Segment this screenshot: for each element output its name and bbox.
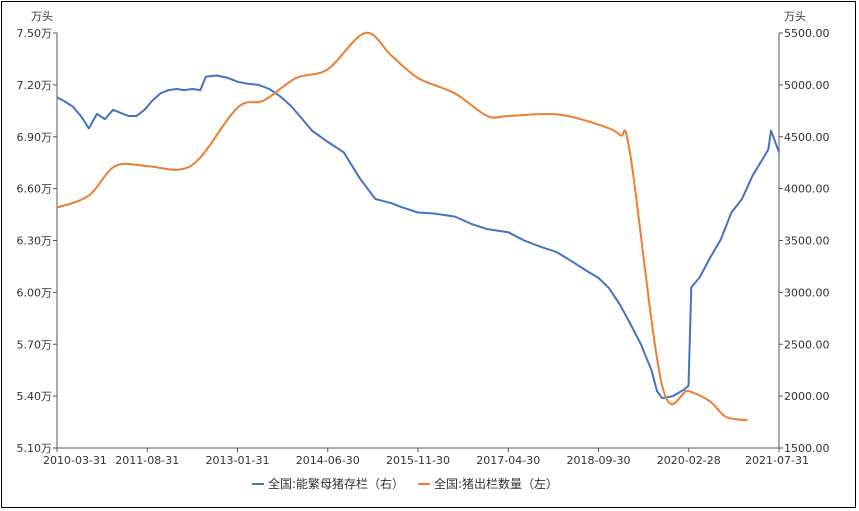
right-tick-label: 2500.00 — [784, 338, 830, 351]
x-tick-label: 2011-08-31 — [115, 454, 179, 467]
x-tick-label: 2010-03-31 — [43, 454, 107, 467]
x-tick-label: 2014-06-30 — [296, 454, 360, 467]
right-tick-label: 3500.00 — [784, 235, 830, 248]
axes: 7.50万 7.20万 6.90万 6.60万 6.30万 6.00万 5.70万 5.40万… — [17, 27, 830, 467]
right-axis-unit: 万头 — [784, 10, 806, 23]
series-lines — [56, 31, 780, 422]
right-tick-label: 2000.00 — [784, 390, 830, 403]
legend-label-1: 全国:猪出栏数量（左） — [434, 476, 558, 491]
left-tick-label: 6.60万 — [17, 183, 53, 196]
legend-label-0: 全国:能繁母猪存栏（右） — [268, 476, 404, 491]
right-tick-label: 5500.00 — [784, 27, 830, 40]
x-tick-label: 2018-09-30 — [567, 454, 631, 467]
left-tick-label: 7.20万 — [17, 79, 53, 92]
left-tick-label: 5.70万 — [17, 338, 53, 351]
legend: 全国:能繁母猪存栏（右） 全国:猪出栏数量（左） — [252, 476, 558, 491]
series-line-1 — [56, 31, 748, 422]
right-tick-label: 4500.00 — [784, 131, 830, 144]
left-tick-label: 5.10万 — [17, 442, 53, 455]
x-tick-label: 2020-02-28 — [657, 454, 721, 467]
left-tick-label: 7.50万 — [17, 27, 53, 40]
right-tick-label: 1500.00 — [784, 442, 830, 455]
x-tick-label: 2013-01-31 — [206, 454, 270, 467]
x-tick-label: 2017-04-30 — [476, 454, 540, 467]
x-tick-label: 2015-11-30 — [386, 454, 450, 467]
left-axis-unit: 万头 — [31, 10, 53, 23]
left-tick-label: 6.90万 — [17, 131, 53, 144]
right-tick-label: 3000.00 — [784, 286, 830, 299]
series-line-0 — [56, 74, 780, 400]
x-tick-label: 2021-07-31 — [745, 454, 809, 467]
left-tick-label: 6.00万 — [17, 286, 53, 299]
right-tick-label: 4000.00 — [784, 183, 830, 196]
right-tick-label: 5000.00 — [784, 79, 830, 92]
left-tick-label: 5.40万 — [17, 390, 53, 403]
left-tick-label: 6.30万 — [17, 235, 53, 248]
